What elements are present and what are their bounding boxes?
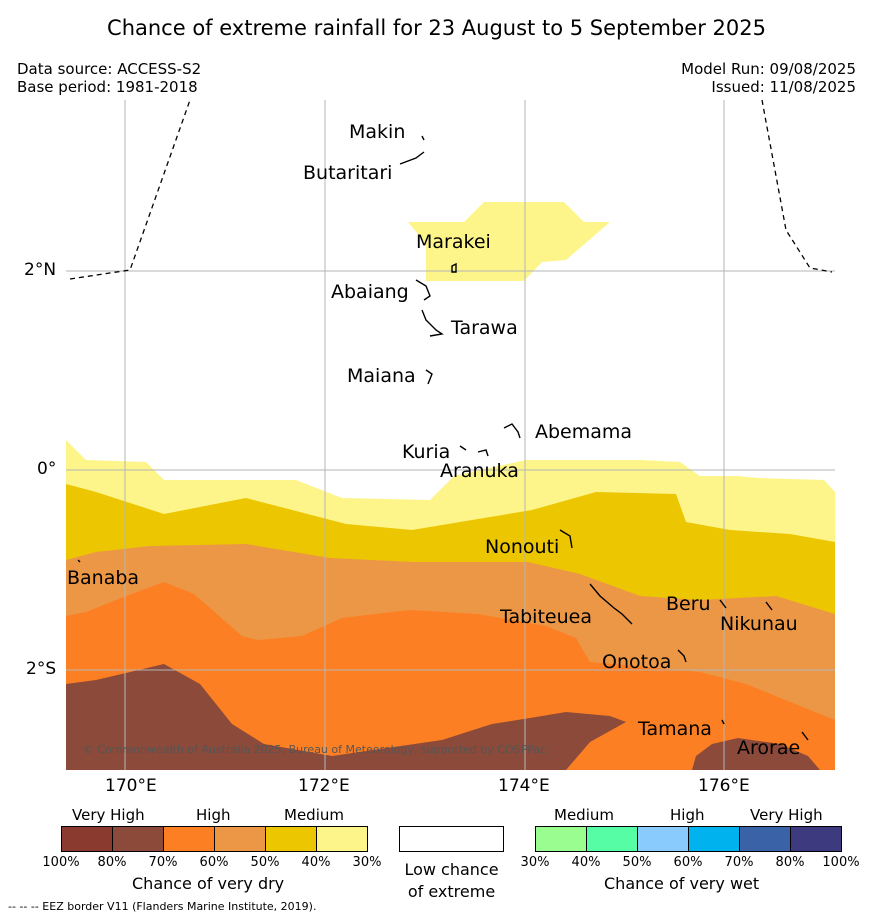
x-tick-172e: 172°E [298,776,350,796]
dry-swatch-3 [214,826,266,852]
eez-footnote: -- -- -- EEZ border V11 (Flanders Marine… [8,900,317,913]
x-tick-170e: 170°E [105,776,157,796]
island-label-butaritari: Butaritari [303,162,393,184]
wet-colorbar-title: Chance of very wet [604,874,760,893]
eez-border [69,99,833,280]
graticule [66,100,835,770]
dry-swatch-4 [265,826,317,852]
wet-tick-1: 40% [571,855,601,870]
island-outlines [77,135,809,741]
tarawa-outline [421,309,444,337]
wet-tick-2: 50% [622,855,652,870]
makin-outline [421,135,425,141]
map-area [66,202,835,770]
meta-left: Data source: ACCESS-S2 Base period: 1981… [17,60,201,96]
island-label-maiana: Maiana [347,365,416,387]
x-tick-174e: 174°E [498,776,550,796]
wet-swatch-4 [739,826,791,852]
dry-swatch-2 [163,826,215,852]
wet-heading-medium: Medium [554,806,614,824]
dry-swatch-5 [316,826,368,852]
island-label-kuria: Kuria [402,441,451,463]
island-label-marakei: Marakei [416,231,491,253]
island-label-makin: Makin [349,121,406,143]
island-label-abemama: Abemama [535,421,633,443]
wet-tick-6: 100% [822,855,860,870]
island-label-tabiteuea: Tabiteuea [500,606,592,628]
low-chance-title: Low chance of extreme [399,859,504,903]
y-tick-0: 0° [37,459,57,479]
dry-tick-4: 50% [250,855,280,870]
region-dry-high [66,582,835,770]
maiana-outline [425,369,433,385]
copyright-credit: © Commonwealth of Australia 2025, Bureau… [83,743,547,756]
butaritari-outline [399,151,425,165]
aranuka-outline [477,449,489,457]
base-period: Base period: 1981-2018 [17,78,198,96]
island-label-arorae: Arorae [737,737,801,759]
wet-heading-high: High [670,806,705,824]
wet-swatch-1 [586,826,638,852]
dry-tick-5: 40% [301,855,331,870]
wet-tick-5: 80% [775,855,805,870]
model-run: Model Run: 09/08/2025 [681,60,856,78]
dry-tick-2: 70% [148,855,178,870]
island-label-abaiang: Abaiang [331,281,409,303]
y-tick-2s: 2°S [26,659,57,679]
onotoa-outline [677,649,687,663]
region-dry-medium-north [408,202,610,281]
dry-tick-6: 30% [352,855,382,870]
y-tick-2n: 2°N [24,260,57,280]
banaba-outline [77,559,81,563]
marakei-outline [451,262,457,273]
nikunau-outline [765,601,773,611]
beru-outline [719,599,727,609]
island-label-tamana: Tamana [638,718,712,740]
data-source: Data source: ACCESS-S2 [17,60,202,78]
issued-date: Issued: 11/08/2025 [711,78,856,96]
dry-colorbar-title: Chance of very dry [132,874,285,893]
eez-border-west [69,99,191,280]
tabiteuea-outline [589,583,633,625]
meta-right: Model Run: 09/08/2025 Issued: 11/08/2025 [681,60,856,96]
island-label-tarawa: Tarawa [451,317,518,339]
wet-swatch-3 [688,826,740,852]
low-chance-swatch [399,826,504,852]
region-dry-very-high [66,664,626,770]
low-chance-title-line2: of extreme [407,882,496,901]
wet-swatch-5 [790,826,842,852]
x-tick-176e: 176°E [698,776,750,796]
map-title: Chance of extreme rainfall for 23 August… [107,16,766,40]
kuria-outline [459,445,467,451]
nonouti-outline [559,529,573,549]
eez-border-east [761,99,833,273]
abemama-outline [503,423,521,439]
dry-heading-very-high: Very High [72,806,145,824]
island-label-nonouti: Nonouti [485,536,560,558]
wet-swatch-2 [637,826,689,852]
island-label-aranuka: Aranuka [440,460,519,482]
arorae-outline [801,731,809,741]
wet-heading-very-high: Very High [750,806,823,824]
wet-tick-4: 70% [724,855,754,870]
wet-tick-0: 30% [520,855,550,870]
abaiang-outline [415,279,431,301]
dry-tick-0: 100% [42,855,80,870]
tamana-outline [721,719,725,725]
dry-heading-high: High [196,806,231,824]
wet-tick-3: 60% [673,855,703,870]
dry-swatch-1 [112,826,164,852]
island-label-nikunau: Nikunau [720,613,798,635]
low-chance-title-line1: Low chance [404,860,499,879]
island-label-beru: Beru [666,593,711,615]
dry-tick-1: 80% [97,855,127,870]
dry-swatch-0 [61,826,113,852]
wet-swatch-0 [535,826,587,852]
island-label-banaba: Banaba [67,567,140,589]
dry-heading-medium: Medium [284,806,344,824]
dry-tick-3: 60% [199,855,229,870]
island-label-onotoa: Onotoa [602,651,672,673]
